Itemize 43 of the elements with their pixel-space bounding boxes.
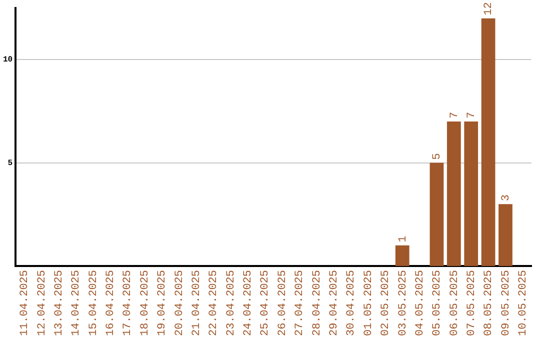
x-tick-label: 03.05.2025 [397, 270, 410, 336]
y-tick-label: 10 [2, 56, 13, 65]
bar [430, 162, 444, 266]
x-tick-label: 06.05.2025 [448, 270, 461, 336]
x-tick-label: 28.04.2025 [311, 270, 324, 336]
x-tick-label: 02.05.2025 [380, 270, 392, 336]
x-tick-label: 08.05.2025 [483, 270, 496, 336]
bar [498, 204, 512, 266]
x-tick-label: 04.05.2025 [414, 270, 426, 336]
bar [395, 245, 410, 266]
x-tick-label: 29.04.2025 [328, 270, 340, 336]
x-tick-label: 11.04.2025 [19, 270, 32, 336]
data-label: 7 [466, 112, 478, 119]
x-tick-label: 20.04.2025 [174, 270, 186, 336]
x-tick-label: 10.05.2025 [518, 270, 530, 336]
x-tick-label: 16.04.2025 [105, 270, 118, 336]
x-tick-label: 24.04.2025 [242, 270, 255, 336]
x-tick-label: 21.04.2025 [190, 270, 203, 336]
x-tick-label: 14.04.2025 [70, 270, 83, 336]
x-tick-label: 27.04.2025 [294, 270, 306, 336]
data-label: 5 [432, 153, 444, 160]
x-tick-label: 07.05.2025 [466, 270, 478, 336]
x-tick-label: 01.05.2025 [362, 270, 375, 336]
x-tick-label: 30.04.2025 [346, 270, 358, 336]
bar [446, 122, 461, 266]
x-tick-label: 23.04.2025 [225, 270, 238, 336]
x-tick-label: 22.04.2025 [208, 270, 220, 336]
x-tick-label: 19.04.2025 [156, 270, 169, 336]
data-label: 12 [483, 2, 496, 16]
data-label: 1 [397, 235, 410, 242]
data-label: 7 [448, 112, 461, 119]
x-tick-label: 05.05.2025 [432, 270, 444, 336]
x-tick-label: 13.04.2025 [53, 270, 66, 336]
x-tick-label: 17.04.2025 [122, 270, 134, 336]
x-tick-label: 26.04.2025 [276, 270, 289, 336]
bar [464, 122, 478, 266]
x-tick-label: 18.04.2025 [139, 270, 152, 336]
data-label: 3 [500, 194, 512, 202]
x-tick-label: 25.04.2025 [260, 270, 272, 336]
bar [481, 18, 496, 266]
x-tick-label: 12.04.2025 [36, 270, 48, 336]
x-tick-label: 15.04.2025 [88, 270, 100, 336]
x-tick-label: 09.05.2025 [500, 270, 512, 336]
